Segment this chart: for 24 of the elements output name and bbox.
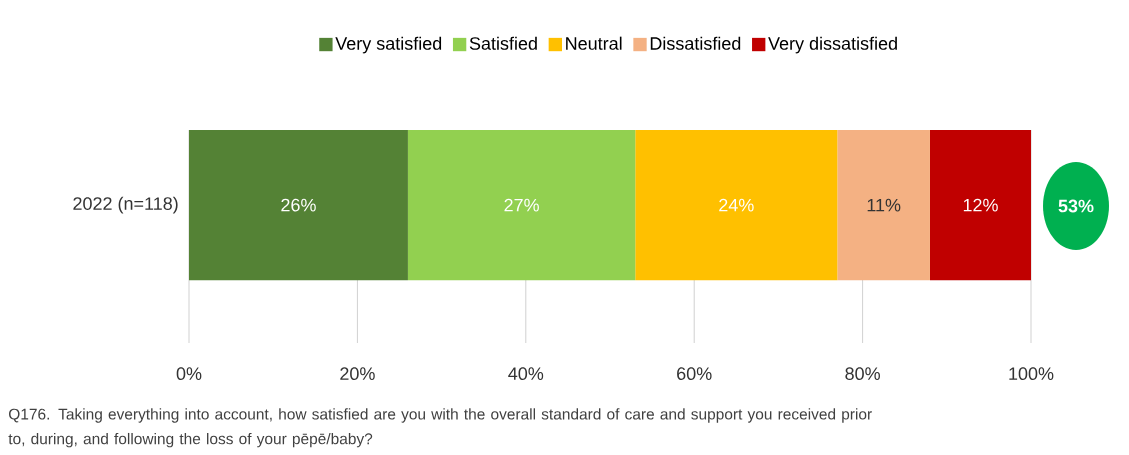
data-label: 12% (963, 198, 998, 212)
bar (189, 130, 408, 281)
x-tick-label: 100% (1009, 367, 1054, 380)
text: 53% (1058, 199, 1094, 213)
y-tick-label: 2022 (n=118) (73, 196, 178, 214)
data-label: 11% (867, 198, 901, 212)
bar (407, 130, 636, 281)
x-tick-label: 0% (176, 367, 202, 380)
legend-label: Dissatisfied (650, 36, 741, 50)
legend-label: Very satisfied (335, 36, 442, 54)
legend-label: Very dissatisfied (768, 36, 897, 54)
legend-label: Satisfied (469, 36, 537, 50)
x-tick-label: 20% (340, 367, 375, 380)
data-label: 26% (281, 198, 316, 212)
text: Q176. Taking everything into account, how satisfied are you with the overall standard of care and support you received prior to, during, and following the loss of your pēpē/baby? (8, 408, 872, 448)
data-label: 27% (504, 198, 539, 212)
bar (635, 130, 838, 281)
x-tick-label: 40% (508, 367, 544, 380)
bar (837, 130, 930, 281)
x-tick-label: 60% (677, 367, 712, 380)
bar (929, 130, 1031, 281)
x-tick-label: 80% (845, 367, 880, 380)
data-label: 24% (719, 198, 754, 212)
legend-label: Neutral (566, 36, 622, 50)
